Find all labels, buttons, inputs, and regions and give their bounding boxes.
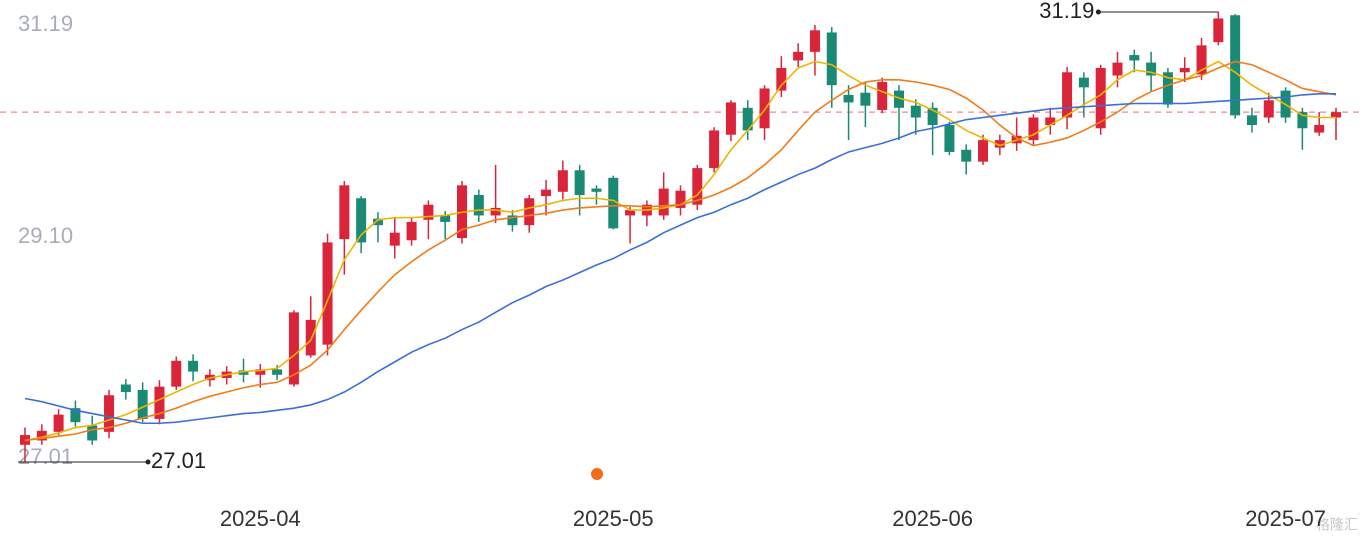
candle-body <box>473 195 484 216</box>
x-tick-label: 2025-07 <box>1245 506 1326 531</box>
candle-body <box>104 395 115 432</box>
candle-body <box>625 210 636 216</box>
candle-body <box>1246 115 1257 126</box>
y-tick-label: 29.10 <box>18 223 73 248</box>
candle-body <box>877 81 888 110</box>
candle-body <box>1162 72 1173 105</box>
candle-body <box>894 90 904 108</box>
candle-body <box>759 88 770 129</box>
candle-body <box>557 170 568 192</box>
x-tick-label: 2025-05 <box>573 506 654 531</box>
candle-body <box>1078 77 1089 88</box>
candle-body <box>1179 67 1190 73</box>
candle-body <box>1213 18 1224 43</box>
candle-body <box>507 215 518 226</box>
candle-body <box>1028 117 1039 141</box>
candle-body <box>406 221 417 241</box>
candle-body <box>574 170 585 196</box>
ma-line <box>24 60 1337 442</box>
candle-body <box>809 30 820 52</box>
candle-body <box>541 189 552 197</box>
candle-body <box>272 369 283 375</box>
candle-body <box>742 107 753 131</box>
candle-body <box>238 370 249 375</box>
candle-body <box>910 105 921 118</box>
candle-body <box>356 198 367 243</box>
candle-body <box>725 102 736 135</box>
candle-body <box>1331 112 1341 118</box>
event-marker <box>591 468 603 480</box>
candle-body <box>389 232 400 246</box>
candle-body <box>1314 125 1325 133</box>
candle-body <box>524 198 535 226</box>
candle-body <box>36 430 47 441</box>
min-dot <box>145 459 151 465</box>
candle-body <box>1146 62 1157 76</box>
candle-body <box>608 177 619 229</box>
candle-body <box>1045 117 1056 126</box>
candle-body <box>860 92 871 106</box>
candle-body <box>188 360 199 372</box>
max-dot <box>1095 9 1101 15</box>
candle-body <box>793 51 804 61</box>
min-label: 27.01 <box>151 448 206 473</box>
candle-body <box>288 312 299 385</box>
y-tick-label: 31.19 <box>18 11 73 36</box>
candle-body <box>675 190 686 208</box>
max-label: 31.19 <box>1039 0 1094 23</box>
candle-body <box>120 384 131 393</box>
candle-body <box>709 130 720 169</box>
candle-body <box>978 140 989 162</box>
candle-body <box>440 215 451 222</box>
candle-body <box>339 185 350 240</box>
y-tick-label: 27.01 <box>18 444 73 469</box>
candle-body <box>1230 15 1241 116</box>
candle-body <box>154 386 165 419</box>
candle-body <box>87 425 98 441</box>
candle-body <box>171 360 182 387</box>
candle-body <box>490 207 501 216</box>
candle-body <box>53 414 64 432</box>
candle-body <box>70 408 81 423</box>
candle-body <box>961 149 972 162</box>
candle-body <box>423 204 434 220</box>
candle-body <box>591 188 602 192</box>
candle-body <box>994 140 1005 148</box>
x-tick-label: 2025-04 <box>220 506 301 531</box>
candle-body <box>692 168 703 205</box>
candle-body <box>944 125 955 152</box>
candle-body <box>776 67 787 91</box>
candle-body <box>255 369 266 375</box>
candle-body <box>658 188 669 216</box>
candle-body <box>843 94 854 103</box>
candle-body <box>1263 100 1274 118</box>
candle-body <box>1129 55 1140 61</box>
candle-body <box>1062 72 1073 118</box>
candle-body <box>1095 67 1106 129</box>
candle-body <box>322 242 333 345</box>
ma-line <box>24 93 1336 425</box>
candle-body <box>372 218 383 226</box>
candle-body <box>1196 45 1207 75</box>
candle-body <box>826 32 837 86</box>
candle-body <box>305 319 316 356</box>
x-tick-label: 2025-06 <box>892 506 973 531</box>
watermark: 格隆汇 <box>1316 517 1358 533</box>
candle-body <box>1112 62 1123 76</box>
candle-body <box>927 107 938 126</box>
candle-body <box>137 389 148 419</box>
candle-body <box>1297 112 1308 129</box>
